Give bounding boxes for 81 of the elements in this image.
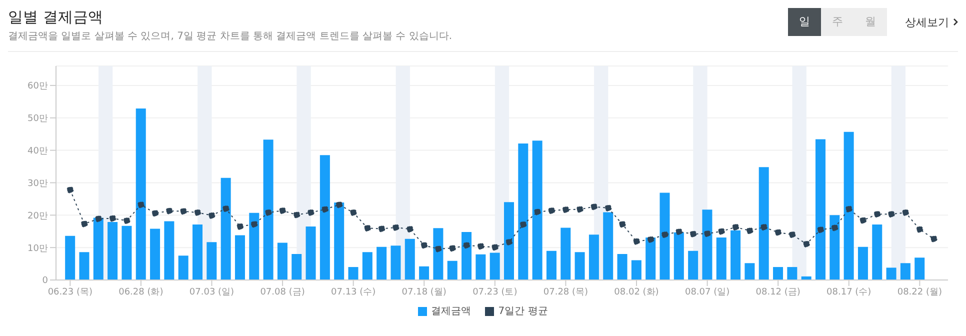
bar xyxy=(688,250,698,280)
text: 상세보기 xyxy=(905,14,950,30)
bar xyxy=(631,260,642,280)
bar xyxy=(702,210,712,280)
bar xyxy=(773,267,784,280)
bar xyxy=(164,221,174,280)
bar xyxy=(787,267,798,280)
bar xyxy=(419,266,430,280)
bar xyxy=(292,254,302,280)
bar xyxy=(234,235,245,280)
bar xyxy=(914,258,925,280)
bar xyxy=(376,246,387,280)
bar xyxy=(334,202,344,280)
bar xyxy=(518,143,528,280)
bar xyxy=(532,140,542,280)
y-tick-label: 40만 xyxy=(28,146,48,156)
bar xyxy=(844,132,854,280)
legend-label: 7일간 평균 xyxy=(497,305,548,318)
y-tick-label: 20만 xyxy=(28,211,48,222)
legend-label: 결제금액 xyxy=(430,305,472,318)
bar xyxy=(320,155,330,280)
bar xyxy=(858,246,868,280)
bar xyxy=(277,242,288,280)
text: 월 xyxy=(854,8,887,36)
bar xyxy=(79,252,90,280)
bar xyxy=(490,252,500,280)
x-tick-label: 07.23 (토) xyxy=(472,287,518,298)
text: 일 xyxy=(788,8,821,36)
bar xyxy=(560,228,571,280)
bar xyxy=(206,242,217,280)
bar xyxy=(404,238,415,280)
y-tick-label: 0 xyxy=(42,276,48,286)
bar xyxy=(886,268,896,280)
bar xyxy=(574,252,585,280)
bar xyxy=(433,228,444,280)
x-tick-label: 07.28 (목) xyxy=(543,287,588,298)
x-tick-label: 08.12 (금) xyxy=(756,287,800,298)
bar xyxy=(716,238,726,280)
y-tick-label: 30만 xyxy=(28,178,48,189)
bar xyxy=(872,224,882,280)
x-tick-label: 07.03 (일) xyxy=(189,287,234,298)
bar xyxy=(758,167,769,280)
bar xyxy=(447,260,458,280)
y-tick-label: 10만 xyxy=(28,244,48,254)
bar xyxy=(390,246,401,280)
bar xyxy=(646,238,656,280)
bar xyxy=(744,263,755,280)
bar xyxy=(150,228,160,280)
x-tick-label: 08.22 (월) xyxy=(897,287,942,298)
bar xyxy=(546,250,556,280)
bar xyxy=(136,108,146,280)
y-tick-label: 60만 xyxy=(28,82,48,92)
bar xyxy=(306,226,316,280)
bar xyxy=(462,232,472,280)
x-tick-label: 07.18 (월) xyxy=(402,287,446,298)
bar xyxy=(830,215,840,280)
bar xyxy=(588,234,599,280)
x-tick-label: 06.23 (목) xyxy=(48,287,92,298)
bar xyxy=(617,254,628,280)
bar xyxy=(249,212,260,280)
x-tick-label: 08.02 (화) xyxy=(614,287,659,298)
bar xyxy=(660,192,670,280)
y-tick-label: 50만 xyxy=(28,114,48,124)
x-tick-label: 08.17 (수) xyxy=(826,287,872,298)
text: 주 xyxy=(821,8,854,36)
x-tick-label: 08.07 (일) xyxy=(684,287,730,298)
bar xyxy=(815,139,826,280)
x-tick-label: 07.08 (금) xyxy=(260,287,305,298)
bar xyxy=(178,256,188,280)
x-tick-label: 06.28 (화) xyxy=(118,287,164,298)
bar xyxy=(263,140,274,280)
bar xyxy=(348,267,358,280)
bar xyxy=(476,254,486,280)
bar xyxy=(65,236,76,280)
bar xyxy=(192,224,203,280)
chart-title: 일별 결제금액 xyxy=(8,8,104,27)
bar xyxy=(362,252,372,280)
bar xyxy=(220,178,231,280)
x-tick-label: 07.13 (수) xyxy=(331,287,376,298)
chart-subtitle: 결제금액을 일별로 살펴볼 수 있으며, 7일 평균 차트를 통해 결제금액 트렌드를 살펴볼 수 있습니다. xyxy=(8,30,452,43)
bar xyxy=(900,263,910,280)
